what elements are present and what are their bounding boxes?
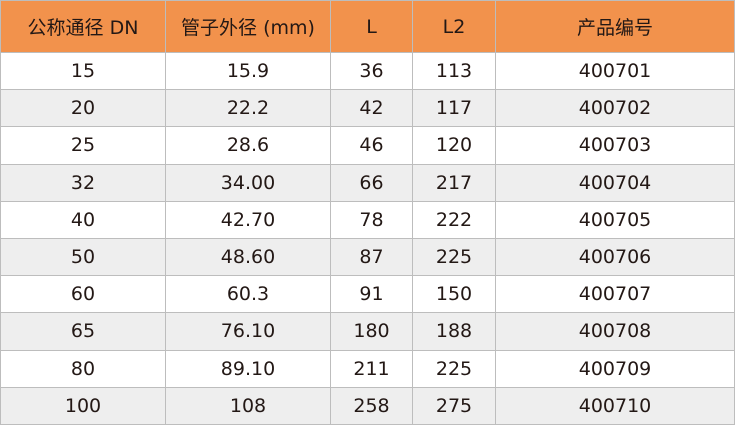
cell-product-code: 400703 (495, 126, 735, 165)
cell-l: 36 (330, 51, 413, 91)
cell-nominal-diameter: 100 (0, 386, 166, 425)
cell-nominal-diameter: 32 (0, 163, 166, 202)
cell-l: 46 (330, 126, 413, 165)
cell-l: 91 (330, 275, 413, 314)
table-row: 15 15.9 36 113 400701 (0, 51, 735, 91)
cell-nominal-diameter: 40 (0, 200, 166, 239)
cell-nominal-diameter: 15 (0, 51, 166, 91)
header-product-code: 产品编号 (495, 0, 735, 53)
table-row: 40 42.70 78 222 400705 (0, 200, 735, 239)
table-row: 80 89.10 211 225 400709 (0, 349, 735, 388)
cell-product-code: 400707 (495, 275, 735, 314)
cell-nominal-diameter: 80 (0, 349, 166, 388)
cell-nominal-diameter: 20 (0, 89, 166, 128)
cell-l2: 225 (412, 237, 496, 277)
cell-outer-diameter: 89.10 (165, 349, 331, 388)
header-l2: L2 (412, 0, 496, 53)
cell-l2: 120 (412, 126, 496, 165)
table-row: 25 28.6 46 120 400703 (0, 126, 735, 165)
cell-nominal-diameter: 65 (0, 312, 166, 351)
cell-outer-diameter: 28.6 (165, 126, 331, 165)
cell-product-code: 400704 (495, 163, 735, 202)
cell-product-code: 400706 (495, 237, 735, 277)
table-row: 20 22.2 42 117 400702 (0, 89, 735, 128)
cell-outer-diameter: 108 (165, 386, 331, 425)
cell-nominal-diameter: 50 (0, 237, 166, 277)
cell-outer-diameter: 15.9 (165, 51, 331, 91)
cell-l2: 275 (412, 386, 496, 425)
cell-outer-diameter: 34.00 (165, 163, 331, 202)
cell-l: 66 (330, 163, 413, 202)
cell-product-code: 400705 (495, 200, 735, 239)
cell-l: 87 (330, 237, 413, 277)
cell-l2: 217 (412, 163, 496, 202)
cell-product-code: 400708 (495, 312, 735, 351)
table-row: 60 60.3 91 150 400707 (0, 275, 735, 314)
table-row: 100 108 258 275 400710 (0, 386, 735, 425)
header-outer-diameter: 管子外径 (mm) (165, 0, 331, 53)
cell-l: 180 (330, 312, 413, 351)
table-row: 50 48.60 87 225 400706 (0, 237, 735, 277)
cell-outer-diameter: 48.60 (165, 237, 331, 277)
cell-outer-diameter: 76.10 (165, 312, 331, 351)
cell-l: 211 (330, 349, 413, 388)
table-row: 65 76.10 180 188 400708 (0, 312, 735, 351)
cell-l2: 188 (412, 312, 496, 351)
cell-l2: 225 (412, 349, 496, 388)
table-row: 32 34.00 66 217 400704 (0, 163, 735, 202)
cell-nominal-diameter: 60 (0, 275, 166, 314)
cell-l2: 222 (412, 200, 496, 239)
header-nominal-diameter: 公称通径 DN (0, 0, 166, 53)
cell-product-code: 400709 (495, 349, 735, 388)
cell-outer-diameter: 22.2 (165, 89, 331, 128)
cell-l2: 113 (412, 51, 496, 91)
cell-product-code: 400710 (495, 386, 735, 425)
cell-l2: 117 (412, 89, 496, 128)
cell-l: 42 (330, 89, 413, 128)
cell-outer-diameter: 60.3 (165, 275, 331, 314)
spec-table: 公称通径 DN 管子外径 (mm) L L2 产品编号 15 15.9 36 113 40070… (0, 0, 735, 425)
cell-l: 258 (330, 386, 413, 425)
cell-l: 78 (330, 200, 413, 239)
cell-nominal-diameter: 25 (0, 126, 166, 165)
cell-product-code: 400701 (495, 51, 735, 91)
cell-outer-diameter: 42.70 (165, 200, 331, 239)
cell-product-code: 400702 (495, 89, 735, 128)
header-l: L (330, 0, 413, 53)
header-row: 公称通径 DN 管子外径 (mm) L L2 产品编号 (0, 0, 735, 53)
cell-l2: 150 (412, 275, 496, 314)
